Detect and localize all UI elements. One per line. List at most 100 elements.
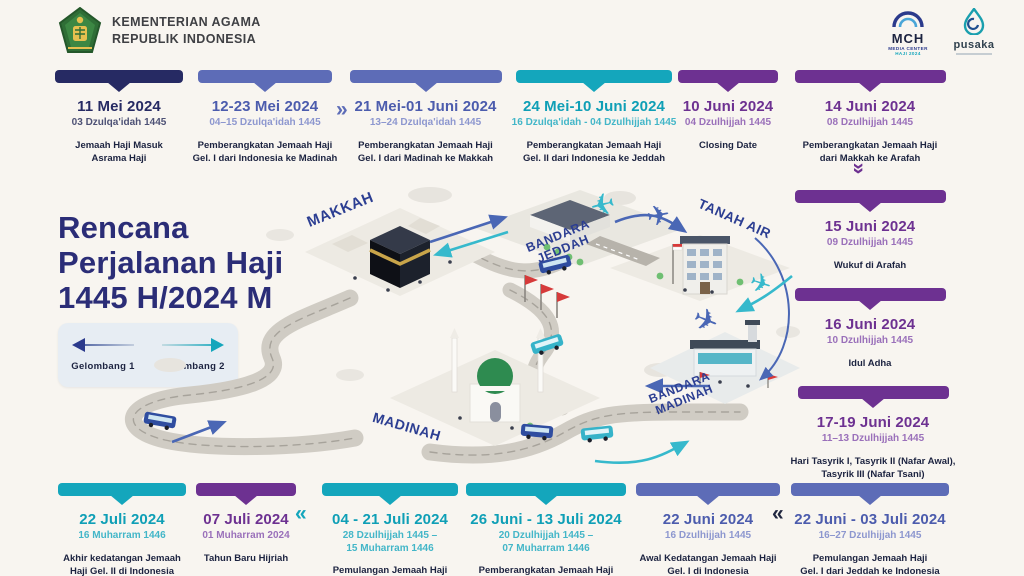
timeline-event-bottom-5: 22 Juni 2024 16 Dzulhijjah 1445 Awal Ked…: [624, 483, 792, 576]
event-hijri-date: 04 Dzulhijjah 1445: [684, 117, 772, 128]
event-description: Pemberangkatan Jemaah Haji Gel. I dari M…: [357, 139, 494, 164]
timeline-ribbon: [794, 190, 946, 212]
pusaka-tagline-placeholder: [956, 53, 992, 55]
event-description: Akhir kedatangan Jemaah Haji Gel. II di …: [63, 552, 181, 576]
forward-chevron-icon: »: [336, 98, 348, 121]
event-hijri-date: 13–24 Dzulqa'idah 1445: [369, 117, 482, 128]
event-hijri-date: 16–27 Dzulhijjah 1445: [818, 530, 922, 541]
timeline-ribbon: [349, 70, 502, 92]
timeline-event-bottom-4: 26 Juni - 13 Juli 2024 20 Dzulhijjah 144…: [455, 483, 637, 576]
tanah-air-building: [656, 236, 744, 295]
timeline-event-bottom-3: 04 - 21 Juli 2024 28 Dzulhijjah 1445 – 1…: [310, 483, 470, 576]
event-date: 04 - 21 Juli 2024: [332, 511, 448, 528]
timeline-event-top-5: 10 Juni 2024 04 Dzulhijjah 1445 Closing …: [664, 70, 792, 152]
event-description: Tahun Baru Hijriah: [203, 552, 289, 564]
event-description: Pemberangkatan Jemaah Haji Gel. II dari …: [478, 565, 614, 576]
event-description: Hari Tasyrik I, Tasyrik II (Nafar Awal),…: [790, 455, 956, 480]
mch-logo: MCH MEDIA CENTER HAJI 2024: [882, 8, 934, 56]
event-hijri-date: 08 Dzulhijjah 1445: [826, 117, 914, 128]
roads: [125, 244, 749, 464]
event-date: 17-19 Juni 2024: [816, 414, 930, 431]
mch-name: MCH: [891, 31, 925, 46]
event-date: 24 Mei-10 Juni 2024: [523, 98, 665, 115]
event-description: Pemberangkatan Jemaah Haji Gel. I dari I…: [192, 139, 338, 164]
timeline-event-bottom-2: 07 Juli 2024 01 Muharram 2024 Tahun Baru…: [186, 483, 306, 565]
ministry-line1: KEMENTERIAN AGAMA: [112, 15, 261, 30]
event-date: 12-23 Mei 2024: [211, 98, 319, 115]
event-hijri-date: 11–13 Dzulhijjah 1445: [821, 433, 925, 444]
route-flag-icons: [524, 275, 570, 318]
backward-chevron-icon: «: [295, 502, 307, 525]
wave1-left-arrow-icon: [72, 338, 134, 352]
legend-arrows: [58, 338, 238, 352]
ministry-name: KEMENTERIAN AGAMA REPUBLIK INDONESIA: [112, 14, 261, 47]
event-date: 22 Juni - 03 Juli 2024: [794, 511, 946, 528]
hajj-journey-map-illustration: ✈ ✈ ✈ ✈: [125, 186, 800, 465]
event-description: Wukuf di Arafah: [833, 259, 907, 271]
event-description: Idul Adha: [848, 357, 892, 369]
event-date: 14 Juni 2024: [824, 98, 916, 115]
title-line1: Rencana: [58, 210, 189, 245]
event-date: 21 Mei-01 Juni 2024: [354, 98, 497, 115]
ministry-line2: REPUBLIK INDONESIA: [112, 31, 257, 46]
wave1-label: Gelombang 1: [71, 361, 135, 372]
event-description: Pemberangkatan Jemaah Haji Gel. II dari …: [522, 139, 666, 164]
timeline-event-right-2: 16 Juni 2024 10 Dzulhijjah 1445 Idul Adh…: [775, 288, 965, 370]
timeline-ribbon: [791, 483, 949, 505]
timeline-event-bottom-6: 22 Juni - 03 Juli 2024 16–27 Dzulhijjah …: [775, 483, 965, 576]
event-hijri-date: 20 Dzulhijjah 1445 – 07 Muharram 1446: [498, 530, 594, 554]
event-date: 22 Juli 2024: [79, 511, 165, 528]
partner-logos: MCH MEDIA CENTER HAJI 2024 pusaka: [882, 6, 1000, 56]
event-date: 07 Juli 2024: [203, 511, 289, 528]
event-date: 16 Juni 2024: [824, 316, 916, 333]
kemenag-logo-icon: [58, 7, 102, 53]
wave2-label: Gelombang 2: [161, 361, 225, 372]
event-description: Jemaah Haji Masuk Asrama Haji: [75, 139, 163, 164]
event-hijri-date: 16 Muharram 1446: [78, 530, 166, 541]
kaaba-illustration: [332, 218, 452, 292]
event-description: Pemulangan Jemaah Haji Gel. I dari Jedda…: [800, 552, 940, 576]
madinah-airport-building: [690, 320, 778, 388]
wave2-right-arrow-icon: [162, 338, 224, 352]
timeline-event-top-2: 12-23 Mei 2024 04–15 Dzulqa'idah 1445 Pe…: [186, 70, 344, 165]
timeline-ribbon: [794, 70, 946, 92]
event-hijri-date: 16 Dzulqa'idah - 04 Dzulhijjah 1445: [511, 117, 677, 128]
timeline-ribbon: [678, 70, 778, 92]
mch-subtitle: MEDIA CENTER: [888, 46, 928, 51]
pusaka-droplet-icon: [963, 6, 985, 36]
ministry-brand: KEMENTERIAN AGAMA REPUBLIK INDONESIA: [58, 7, 261, 54]
event-hijri-date: 09 Dzulhijjah 1445: [826, 237, 914, 248]
timeline-ribbon: [797, 386, 949, 408]
timeline-ribbon: [58, 483, 186, 505]
event-hijri-date: 03 Dzulqa'idah 1445: [71, 117, 167, 128]
backward-chevron-icon: «: [772, 502, 784, 525]
event-date: 26 Juni - 13 Juli 2024: [470, 511, 622, 528]
event-date: 22 Juni 2024: [662, 511, 754, 528]
event-description: Awal Kedatangan Jemaah Haji Gel. I di In…: [639, 552, 777, 576]
timeline-event-right-1: 15 Juni 2024 09 Dzulhijjah 1445 Wukuf di…: [775, 190, 965, 272]
timeline-ribbon: [198, 70, 332, 92]
wave-legend: Gelombang 1 Gelombang 2: [58, 323, 238, 387]
event-date: 10 Juni 2024: [682, 98, 774, 115]
timeline-event-top-3: 21 Mei-01 Juni 2024 13–24 Dzulqa'idah 14…: [333, 70, 518, 165]
title-line3: 1445 H/2024 M: [58, 280, 273, 316]
legend-labels: Gelombang 1 Gelombang 2: [58, 361, 238, 372]
timeline-ribbon: [636, 483, 780, 505]
event-hijri-date: 10 Dzulhijjah 1445: [826, 335, 914, 346]
event-description: Closing Date: [698, 139, 758, 151]
mch-subtitle-2: HAJI 2024: [895, 51, 921, 56]
timeline-event-bottom-1: 22 Juli 2024 16 Muharram 1446 Akhir keda…: [48, 483, 196, 576]
timeline-ribbon: [466, 483, 626, 505]
event-hijri-date: 28 Dzulhijjah 1445 – 15 Muharram 1446: [342, 530, 438, 554]
pusaka-logo: pusaka: [948, 6, 1000, 55]
timeline-ribbon: [55, 70, 183, 92]
page-title: Rencana Perjalanan Haji 1445 H/2024 M: [58, 210, 283, 315]
event-date: 11 Mei 2024: [77, 98, 161, 115]
timeline-ribbon: [794, 288, 946, 310]
route-arrows: [171, 213, 793, 465]
down-chevron-icon: »: [847, 162, 871, 175]
timeline-event-top-6: 14 Juni 2024 08 Dzulhijjah 1445 Pemberan…: [775, 70, 965, 165]
timeline-ribbon: [322, 483, 458, 505]
timeline-event-right-3: 17-19 Juni 2024 11–13 Dzulhijjah 1445 Ha…: [775, 386, 971, 481]
